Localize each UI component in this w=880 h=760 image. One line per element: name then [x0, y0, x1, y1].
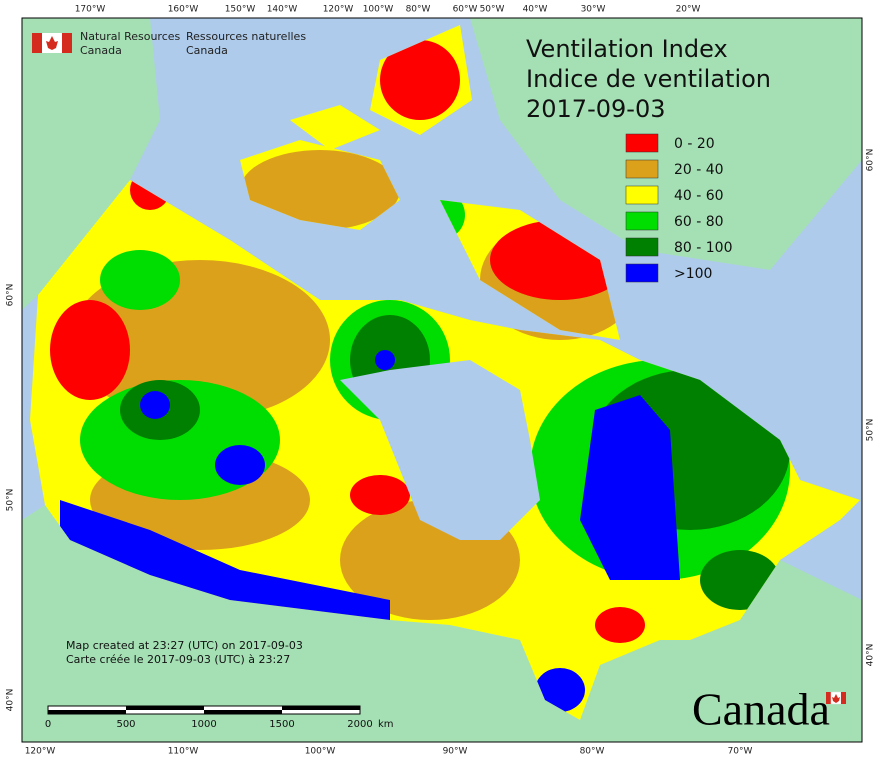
latitude-label: 50°N — [6, 489, 16, 512]
canada-flag — [826, 691, 846, 705]
legend-swatch — [625, 263, 659, 283]
latitude-label: 40°N — [866, 644, 876, 667]
header-french: Canada — [186, 44, 228, 57]
longitude-label: 90°W — [443, 747, 468, 757]
longitude-label: 120°W — [25, 747, 56, 757]
alaska — [22, 18, 160, 310]
scale-label: 0 — [45, 719, 51, 730]
longitude-label: 80°W — [406, 5, 431, 15]
legend-swatch — [625, 159, 659, 179]
frame — [21, 17, 863, 743]
scale-label: 1500 — [269, 719, 294, 730]
longitude-label: 50°W — [480, 5, 505, 15]
longitude-label: 80°W — [580, 747, 605, 757]
longitude-label: 140°W — [267, 5, 298, 15]
scale-label: 2000 — [347, 719, 372, 730]
scale-bar — [47, 705, 361, 715]
header-french: Ressources naturelles — [186, 30, 306, 43]
legend-swatch — [625, 237, 659, 257]
longitude-label: 30°W — [581, 5, 606, 15]
footer: Map created at 23:27 (UTC) on 2017-09-03 — [66, 639, 303, 652]
latitude-label: 60°N — [866, 149, 876, 172]
legend-label: 80 - 100 — [674, 240, 733, 256]
latitude-label: 40°N — [6, 689, 16, 712]
legend-label: 20 - 40 — [674, 162, 724, 178]
longitude-label: 120°W — [323, 5, 354, 15]
footer: Carte créée le 2017-09-03 (UTC) à 23:27 — [66, 653, 290, 666]
legend-swatch — [625, 133, 659, 153]
legend-label: 0 - 20 — [674, 136, 715, 152]
scale-label: 500 — [116, 719, 135, 730]
legend-swatch — [625, 211, 659, 231]
longitude-label: 100°W — [305, 747, 336, 757]
longitude-label: 150°W — [225, 5, 256, 15]
legend-label: 60 - 80 — [674, 214, 724, 230]
map-area — [22, 18, 862, 742]
title: 2017-09-03 — [526, 95, 665, 123]
longitude-label: 20°W — [676, 5, 701, 15]
title: Ventilation Index — [526, 35, 728, 63]
hudson-bay — [340, 360, 540, 540]
longitude-label: 160°W — [168, 5, 199, 15]
longitude-label: 70°W — [728, 747, 753, 757]
longitude-label: 60°W — [453, 5, 478, 15]
scale-label: 1000 — [191, 719, 216, 730]
latitude-label: 50°N — [866, 419, 876, 442]
header-english: Natural Resources — [80, 30, 181, 43]
nrcan-flag — [32, 33, 72, 53]
greenland — [470, 18, 862, 270]
title: Indice de ventilation — [526, 65, 771, 93]
latitude-label: 60°N — [6, 284, 16, 307]
longitude-label: 170°W — [75, 5, 106, 15]
longitude-label: 110°W — [168, 747, 199, 757]
legend-label: >100 — [674, 266, 712, 282]
header-english: Canada — [80, 44, 122, 57]
legend-label: 40 - 60 — [674, 188, 724, 204]
longitude-label: 100°W — [363, 5, 394, 15]
wordmark: Canada — [692, 684, 830, 735]
united-states — [22, 505, 862, 742]
scale-unit: km — [378, 719, 394, 730]
longitude-label: 40°W — [523, 5, 548, 15]
legend-swatch — [625, 185, 659, 205]
